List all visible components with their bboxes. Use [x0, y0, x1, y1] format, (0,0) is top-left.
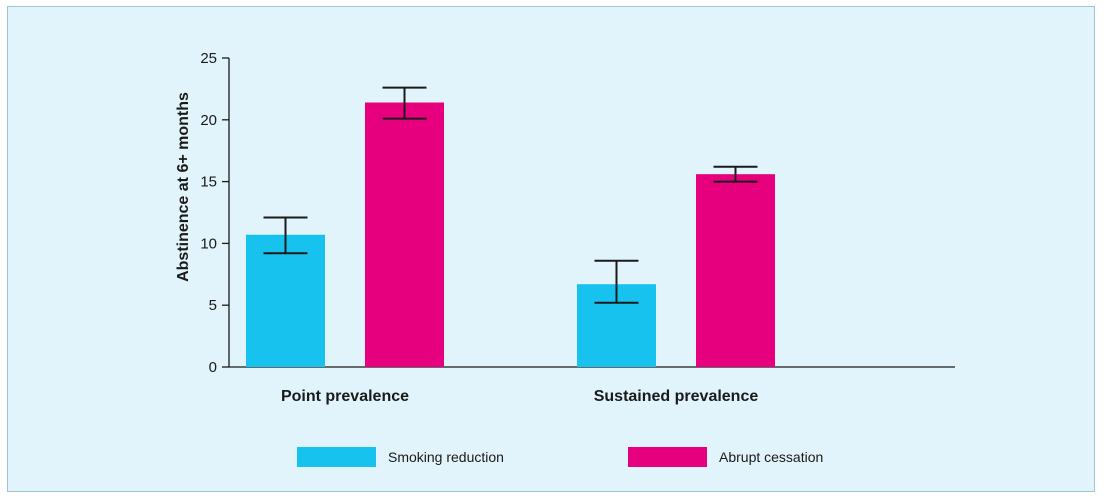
y-tick-label: 10	[200, 235, 217, 252]
category-label: Sustained prevalence	[594, 388, 759, 405]
y-axis-ticks: 0 5 10 15 20 25	[200, 50, 229, 376]
legend-swatch	[297, 447, 376, 467]
bar	[246, 234, 325, 367]
bar-chart: 0 5 10 15 20 25 Point prevalence Sustained pre…	[175, 50, 955, 467]
y-tick-label: 15	[200, 174, 217, 191]
bar	[696, 174, 775, 367]
bar	[365, 102, 444, 367]
legend: Smoking reduction Abrupt cessation	[297, 447, 823, 467]
chart-bars	[246, 102, 775, 367]
x-axis-categories: Point prevalence Sustained prevalence	[281, 388, 758, 405]
y-tick-label: 0	[209, 359, 217, 376]
legend-label: Smoking reduction	[388, 449, 504, 465]
legend-swatch	[628, 447, 707, 467]
chart-panel: 0 5 10 15 20 25 Point prevalence Sustained pre…	[7, 6, 1095, 492]
y-tick-label: 25	[200, 50, 217, 67]
chart-error-bars	[263, 86, 758, 304]
y-tick-label: 5	[209, 297, 217, 314]
y-tick-label: 20	[200, 112, 217, 129]
legend-label: Abrupt cessation	[719, 449, 823, 465]
category-label: Point prevalence	[281, 388, 409, 405]
y-axis-title: Abstinence at 6+ months	[175, 92, 192, 282]
